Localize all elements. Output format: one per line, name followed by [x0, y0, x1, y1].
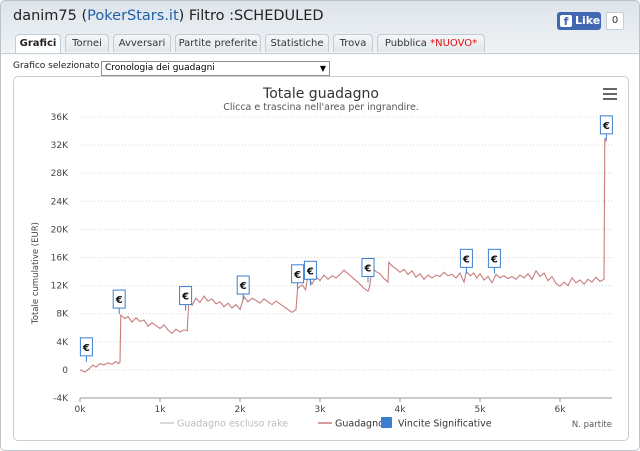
chart-selector-dropdown[interactable]: Cronologia dei guadagni ▼: [101, 61, 330, 76]
y-tick-label: 24K: [51, 197, 69, 207]
euro-icon: €: [364, 263, 372, 274]
tab-label: Tornei: [72, 38, 102, 49]
x-tick-label: 0k: [75, 405, 87, 415]
significant-win-marker[interactable]: €: [79, 337, 93, 362]
significant-win-marker[interactable]: €: [303, 260, 317, 286]
euro-icon: €: [462, 254, 470, 265]
y-tick-label: 36K: [51, 113, 69, 123]
x-tick-label: 1k: [155, 405, 167, 415]
dropdown-arrow-icon: ▼: [319, 64, 326, 73]
y-axis-label: Totale cumulative (EUR): [31, 222, 41, 325]
x-tick-label: 5k: [475, 405, 487, 415]
significant-win-marker[interactable]: €: [236, 275, 250, 301]
chart-subtitle: Clicca e trascina nell'area per ingrandi…: [223, 102, 419, 113]
euro-icon: €: [115, 295, 123, 306]
paren-text: (: [76, 8, 88, 24]
euro-icon: €: [306, 266, 314, 277]
tab-pubblica[interactable]: Pubblica *NUOVO*: [377, 34, 485, 52]
significant-win-marker[interactable]: €: [112, 289, 126, 315]
marker-flag: [459, 248, 473, 268]
legend-label: Vincite Significative: [398, 419, 492, 430]
x-tick-label: 2k: [235, 405, 247, 415]
legend-swatch: [381, 417, 392, 428]
site-link[interactable]: PokerStars.it: [87, 8, 179, 24]
facebook-like-button[interactable]: f Like: [557, 12, 601, 30]
y-tick-label: 8K: [56, 310, 69, 320]
y-tick-label: 0: [62, 366, 68, 376]
x-tick-label: 4k: [395, 405, 407, 415]
euro-icon: €: [293, 270, 301, 281]
euro-icon: €: [181, 292, 189, 303]
series-line-guadagno: [79, 137, 607, 373]
euro-icon: €: [82, 343, 90, 354]
marker-flag: [361, 257, 375, 277]
y-tick-label: 20K: [51, 225, 69, 235]
significant-win-marker[interactable]: €: [459, 248, 473, 274]
tab-divider: [1, 53, 639, 54]
significant-win-marker[interactable]: €: [361, 257, 375, 283]
x-axis-label: N. partite: [572, 420, 612, 430]
tab-grafici[interactable]: Grafici: [15, 34, 61, 54]
tab-statistiche[interactable]: Statistiche: [265, 34, 329, 52]
significant-win-marker[interactable]: €: [179, 286, 193, 311]
y-axis-ticks: -4K 0 4K 8K 12K 16K 20K 24K 28K 32K 36K: [51, 113, 69, 404]
y-tick-label: -4K: [53, 394, 69, 404]
y-tick-label: 4K: [56, 338, 69, 348]
page-header: danim75 (PokerStars.it) Filtro :SCHEDULE…: [13, 8, 324, 24]
legend-label: Guadagno escluso rake: [177, 419, 288, 430]
menu-icon[interactable]: [603, 88, 617, 100]
euro-icon: €: [490, 254, 498, 265]
significant-win-marker[interactable]: €: [599, 115, 613, 140]
chart-title: Totale guadagno: [262, 86, 379, 102]
chart-legend: Guadagno escluso rake Guadagno Vincite Sig…: [160, 417, 492, 430]
marker-flag: [291, 264, 305, 284]
x-tick-label: 3k: [315, 405, 327, 415]
earnings-chart[interactable]: Totale guadagno Clicca e trascina nell'a…: [14, 77, 628, 440]
chart-selector-label: Grafico selezionato: [13, 61, 100, 71]
filter-text: ) Filtro :SCHEDULED: [178, 8, 324, 24]
legend-item[interactable]: Guadagno escluso rake: [160, 419, 288, 430]
y-tick-label: 16K: [51, 254, 69, 264]
tab-label: Grafici: [19, 38, 57, 49]
y-tick-label: 28K: [51, 169, 69, 179]
marker-flag: [599, 115, 613, 135]
chart-grid: [80, 116, 612, 399]
euro-icon: €: [602, 121, 610, 132]
marker-flag: [179, 286, 193, 306]
euro-icon: €: [239, 281, 247, 292]
legend-item[interactable]: Vincite Significative: [381, 417, 492, 430]
x-axis-ticks: 0k 1k 2k 3k 4k 5k 6k: [75, 397, 612, 415]
marker-flag: [487, 248, 501, 268]
like-label: Like: [575, 14, 601, 27]
tab-label: Trova: [339, 38, 367, 49]
marker-flag: [112, 289, 126, 309]
legend-label: Guadagno: [335, 419, 384, 430]
like-count: 0: [606, 12, 624, 30]
tab-label: Pubblica: [384, 38, 431, 49]
tab-avversari[interactable]: Avversari: [113, 34, 171, 52]
marker-flag: [79, 337, 93, 357]
tab-label: Partite preferite: [178, 38, 258, 49]
tab-tornei[interactable]: Tornei: [65, 34, 109, 52]
y-tick-label: 32K: [51, 141, 69, 151]
marker-flag: [303, 260, 317, 280]
tab-label: Avversari: [118, 38, 166, 49]
tab-partite-preferite[interactable]: Partite preferite: [175, 34, 261, 52]
new-badge: *NUOVO*: [430, 38, 478, 49]
x-tick-label: 6k: [555, 405, 567, 415]
legend-item[interactable]: Guadagno: [318, 419, 384, 430]
series-layer: [79, 137, 607, 373]
significant-win-marker[interactable]: €: [487, 248, 501, 274]
tab-label: Statistiche: [270, 38, 324, 49]
facebook-icon: f: [560, 15, 572, 28]
username: danim75: [13, 8, 77, 24]
selected-chart-value: Cronologia dei guadagni: [105, 63, 215, 73]
marker-layer: € € € € € € € € € €: [79, 115, 613, 362]
marker-flag: [236, 275, 250, 295]
y-tick-label: 12K: [51, 282, 69, 292]
chart-panel: Totale guadagno Clicca e trascina nell'a…: [13, 76, 629, 441]
tab-trova[interactable]: Trova: [333, 34, 373, 52]
significant-win-marker[interactable]: €: [291, 264, 305, 289]
